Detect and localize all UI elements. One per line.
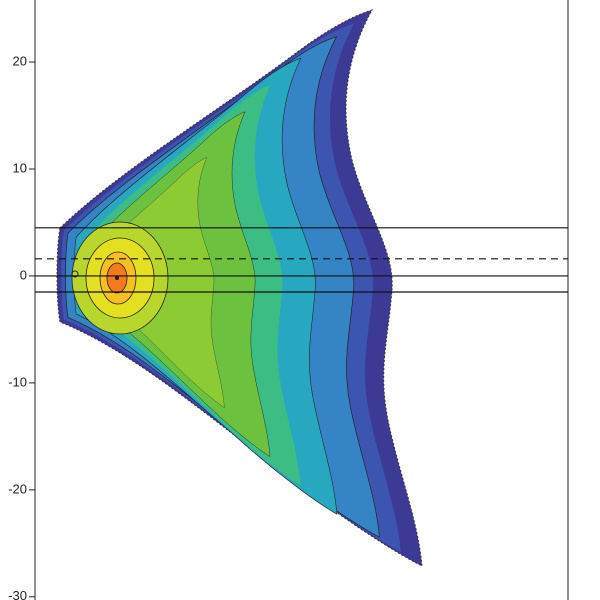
y-tick-label: 20 (13, 53, 27, 68)
y-tick-label: -20 (8, 481, 27, 496)
y-tick-label: -10 (8, 374, 27, 389)
y-tick-label: -30 (8, 588, 27, 600)
contour-fill (56, 9, 423, 567)
y-tick-label: 10 (13, 160, 27, 175)
y-tick-label: 0 (20, 267, 27, 282)
